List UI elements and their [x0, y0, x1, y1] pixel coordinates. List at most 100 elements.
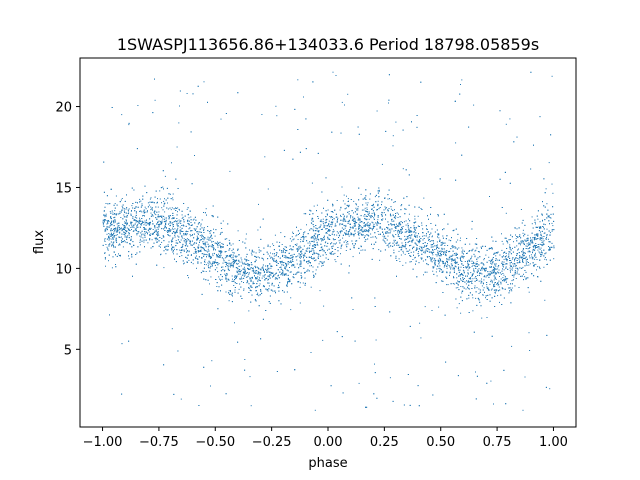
data-point: [461, 247, 463, 249]
data-point: [387, 232, 389, 234]
data-point: [341, 186, 343, 188]
data-point: [231, 262, 233, 264]
data-point: [118, 244, 120, 246]
data-point: [204, 264, 205, 265]
data-point: [531, 241, 533, 243]
data-point: [368, 211, 370, 213]
data-point: [183, 238, 185, 240]
data-point: [460, 296, 462, 298]
data-point: [113, 222, 115, 224]
data-point: [515, 278, 517, 279]
data-point: [123, 227, 125, 228]
data-point: [237, 248, 239, 250]
data-point: [396, 242, 398, 244]
data-point: [529, 255, 530, 257]
data-point: [128, 212, 130, 214]
data-point: [144, 232, 146, 234]
data-point: [406, 250, 408, 252]
data-point: [339, 224, 341, 226]
data-point: [476, 375, 478, 377]
data-point: [276, 115, 278, 117]
data-point: [374, 225, 376, 227]
data-point: [481, 273, 483, 275]
data-point: [438, 237, 440, 239]
data-point: [272, 243, 274, 245]
data-point: [286, 285, 288, 287]
data-point: [226, 238, 228, 240]
data-point: [358, 187, 360, 189]
data-point: [290, 297, 292, 299]
data-point: [280, 274, 282, 276]
data-point: [232, 256, 234, 258]
data-point: [116, 204, 118, 206]
data-point: [462, 280, 463, 282]
data-point: [449, 271, 451, 273]
data-point: [204, 243, 206, 245]
data-point: [404, 239, 406, 241]
data-point: [418, 233, 419, 235]
data-point: [152, 223, 154, 225]
data-point: [354, 221, 356, 223]
data-point: [462, 255, 464, 257]
data-point: [366, 207, 368, 209]
data-point: [414, 218, 416, 220]
data-point: [467, 288, 469, 290]
data-point: [416, 248, 418, 250]
data-point: [448, 265, 450, 266]
data-point: [283, 248, 285, 250]
data-point: [455, 266, 457, 268]
data-point: [510, 260, 512, 261]
data-point: [103, 161, 105, 163]
data-point: [221, 228, 223, 229]
data-point: [407, 235, 409, 237]
data-point: [156, 234, 158, 236]
data-point: [299, 302, 301, 304]
data-point: [553, 220, 555, 222]
data-point: [242, 274, 244, 276]
data-point: [474, 256, 476, 258]
data-point: [497, 266, 499, 268]
data-point: [167, 231, 168, 233]
data-point: [192, 93, 194, 95]
data-point: [118, 225, 120, 226]
data-point: [217, 216, 219, 218]
data-point: [376, 223, 378, 225]
data-point: [380, 213, 382, 215]
data-point: [430, 246, 432, 248]
data-point: [449, 272, 451, 274]
data-point: [501, 261, 503, 263]
data-point: [128, 233, 130, 234]
data-point: [320, 229, 322, 230]
data-point: [393, 241, 395, 243]
data-point: [186, 251, 188, 253]
data-point: [109, 314, 110, 316]
data-point: [113, 232, 115, 234]
data-point: [331, 224, 333, 226]
data-point: [300, 236, 302, 238]
data-point: [213, 249, 214, 251]
data-point: [352, 243, 354, 245]
data-point: [472, 310, 474, 312]
data-point: [465, 288, 467, 290]
data-point: [163, 221, 165, 223]
data-point: [296, 263, 298, 265]
data-point: [421, 258, 423, 260]
data-point: [367, 225, 369, 227]
data-point: [444, 252, 446, 254]
data-point: [308, 247, 310, 249]
data-point: [151, 208, 153, 210]
data-point: [364, 197, 366, 198]
data-point: [141, 218, 143, 219]
data-point: [483, 258, 485, 259]
data-point: [449, 257, 451, 259]
data-point: [325, 219, 327, 221]
data-point: [421, 224, 423, 226]
data-point: [121, 114, 123, 116]
data-point: [299, 286, 301, 288]
data-point: [125, 219, 127, 221]
data-point: [192, 259, 194, 261]
data-point: [152, 232, 154, 234]
data-point: [437, 252, 439, 254]
data-point: [438, 306, 440, 308]
data-point: [421, 247, 423, 249]
